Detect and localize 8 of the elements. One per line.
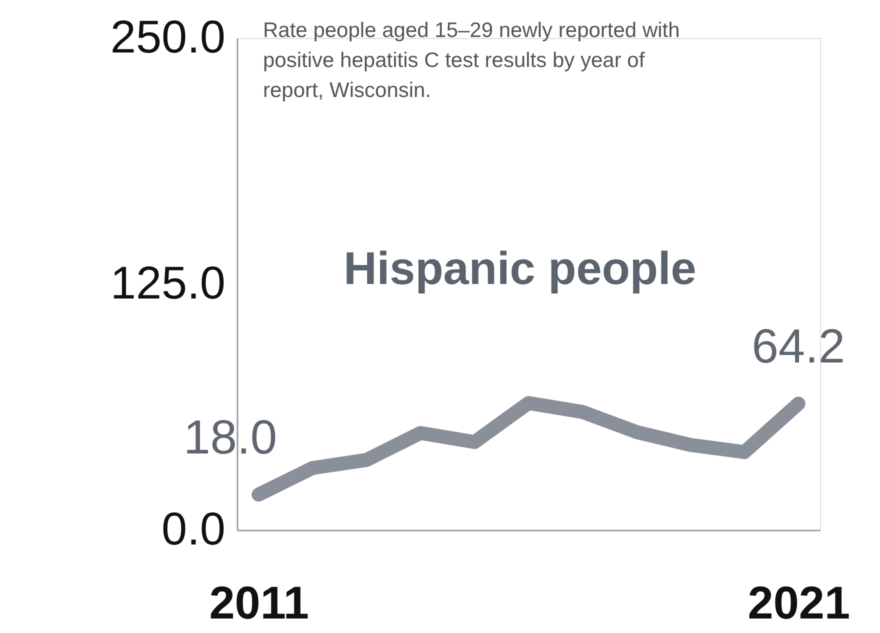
x-tick-label: 2021 xyxy=(748,576,850,628)
y-tick-label: 0.0 xyxy=(162,502,226,554)
x-tick-label: 2011 xyxy=(209,576,309,628)
text: Rate people aged 15–29 newly reported with positive hepatitis C test results by year of report, Wisconsin. xyxy=(263,19,680,102)
y-tick-label: 125.0 xyxy=(110,256,226,308)
text: Hispanic people xyxy=(344,242,696,294)
y-tick-label: 250.0 xyxy=(110,10,226,62)
data-label: 64.2 xyxy=(752,320,846,374)
